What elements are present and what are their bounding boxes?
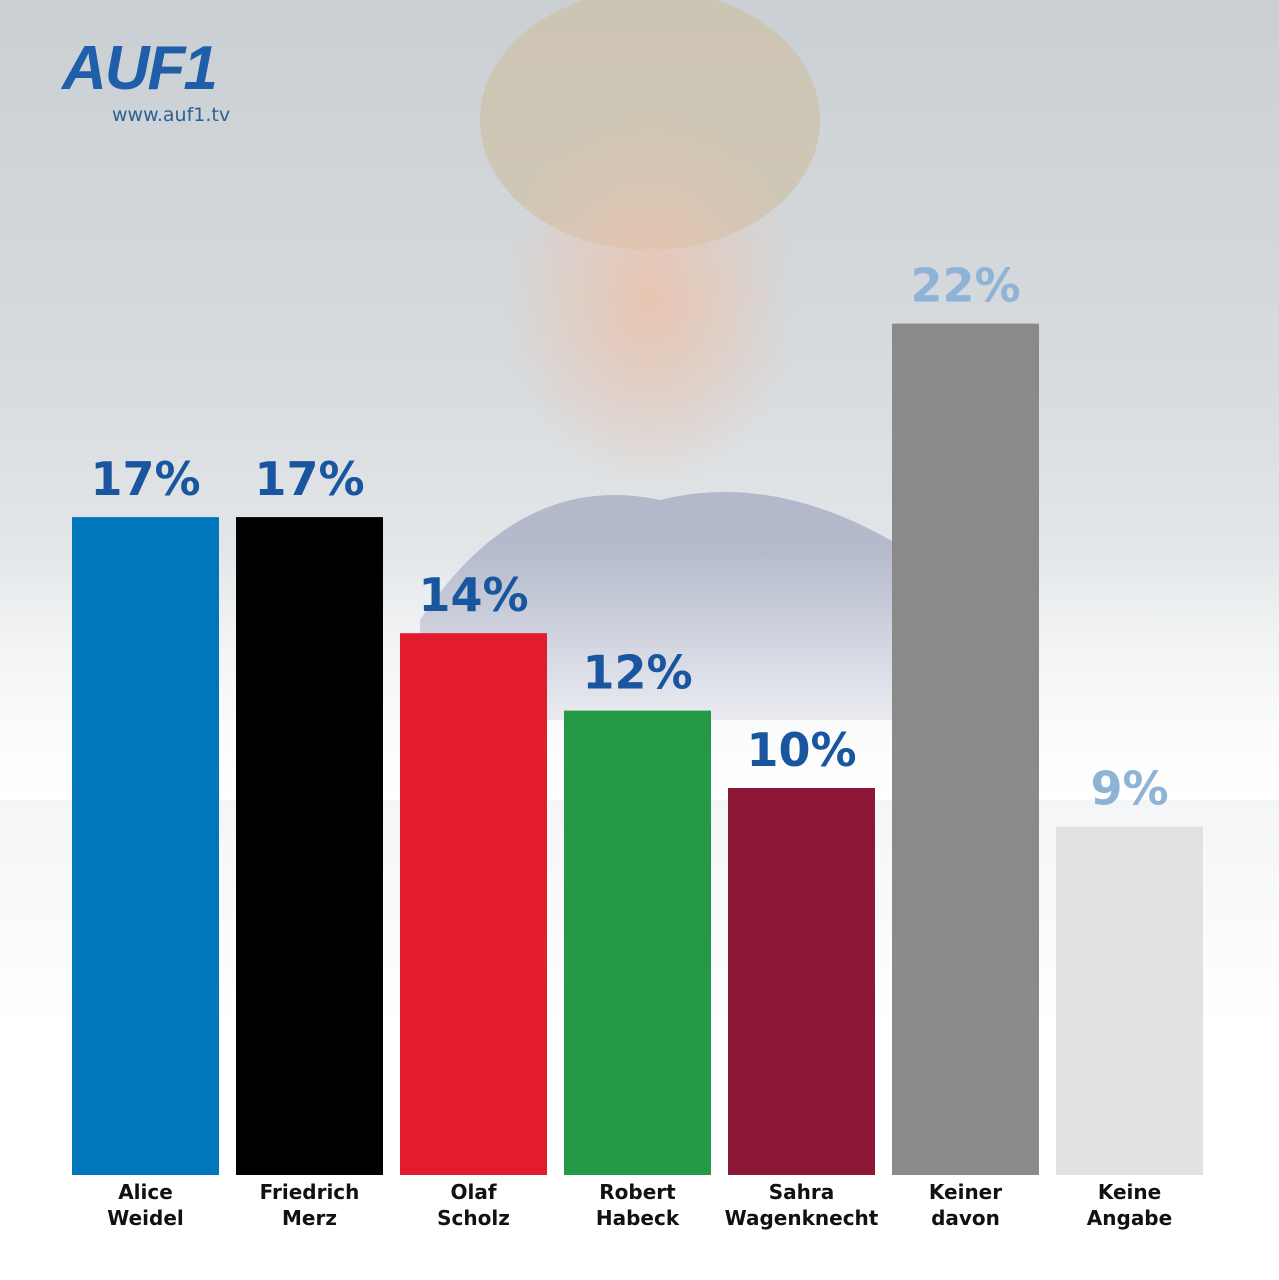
data-label: 17% <box>90 452 200 506</box>
data-label: 10% <box>746 723 856 777</box>
category-label: Weidel <box>107 1206 184 1230</box>
category-label: Alice <box>118 1180 173 1204</box>
data-label: 17% <box>254 452 364 506</box>
data-label: 22% <box>910 259 1020 313</box>
bar <box>400 633 547 1175</box>
category-label: Robert <box>599 1180 676 1204</box>
category-label: Keine <box>1098 1180 1161 1204</box>
bar <box>892 323 1039 1176</box>
logo-brand: AUF1 <box>62 34 218 103</box>
category-label: Sahra <box>769 1180 835 1204</box>
category-label: Scholz <box>437 1206 510 1230</box>
logo-url: www.auf1.tv <box>112 104 231 126</box>
category-label: davon <box>931 1206 1000 1230</box>
data-label: 9% <box>1090 762 1168 816</box>
bar <box>728 788 875 1175</box>
bar <box>236 517 383 1175</box>
bar <box>1056 826 1203 1175</box>
bar <box>564 710 711 1175</box>
category-label: Merz <box>282 1206 337 1230</box>
data-label: 14% <box>418 568 528 622</box>
category-label: Habeck <box>596 1206 680 1230</box>
auf1-logo: AUF1 www.auf1.tv <box>62 34 231 127</box>
bar <box>72 517 219 1175</box>
category-label: Angabe <box>1087 1206 1172 1230</box>
category-label: Wagenknecht <box>725 1206 879 1230</box>
category-label: Keiner <box>929 1180 1002 1204</box>
data-label: 12% <box>582 646 692 700</box>
category-label: Friedrich <box>260 1180 360 1204</box>
category-label: Olaf <box>450 1180 496 1204</box>
